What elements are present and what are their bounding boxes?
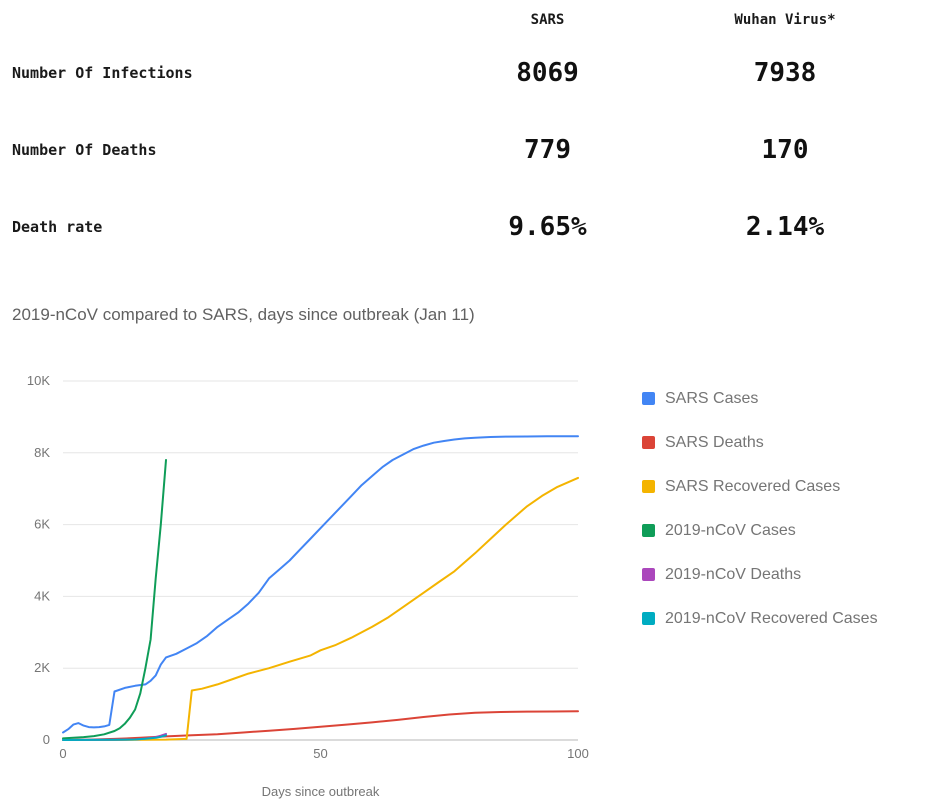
series-line-sars-recovered-cases: [62, 476, 579, 741]
legend-swatch-sars-cases: [642, 392, 655, 405]
sars-death-rate-value: 9.65%: [508, 211, 587, 242]
table-row-infections: Number Of Infections 8069 7938: [12, 34, 938, 111]
series-line-sars-deaths: [62, 710, 579, 741]
legend-item-sars-recovered: SARS Recovered Cases: [642, 476, 878, 497]
row-label-infections: Number Of Infections: [12, 63, 193, 82]
legend-item-sars-deaths: SARS Deaths: [642, 432, 878, 453]
wuhan-infections-value: 7938: [753, 57, 817, 88]
chart-legend: SARS Cases SARS Deaths SARS Recovered Ca…: [642, 366, 878, 652]
wuhan-deaths-value: 170: [761, 134, 809, 165]
row-label-deaths: Number Of Deaths: [12, 140, 157, 159]
y-tick-label: 8K: [34, 445, 50, 460]
table-row-deaths: Number Of Deaths 779 170: [12, 111, 938, 188]
series-line-2019-ncov-recovered-cases: [62, 734, 167, 741]
legend-label-sars-recovered: SARS Recovered Cases: [665, 477, 841, 495]
column-header-wuhan-virus: Wuhan Virus*: [734, 12, 836, 28]
line-chart-svg: 0 2K 4K 6K 8K 10K 0 50 100 Days since outbreak: [27, 373, 589, 799]
sars-deaths-value: 779: [524, 134, 571, 165]
legend-item-sars-cases: SARS Cases: [642, 388, 878, 409]
series-line-sars-cases: [62, 435, 579, 734]
chart-area: 0 2K 4K 6K 8K 10K 0 50 100 Days since outbreak SA…: [0, 366, 938, 801]
legend-swatch-sars-deaths: [642, 436, 655, 449]
sars-infections-value: 8069: [516, 57, 579, 88]
legend-label-ncov-cases: 2019-nCoV Cases: [665, 521, 796, 539]
x-tick-label: 0: [59, 746, 66, 761]
legend-item-ncov-recovered: 2019-nCoV Recovered Cases: [642, 608, 878, 629]
legend-label-ncov-recovered: 2019-nCoV Recovered Cases: [665, 609, 878, 627]
x-axis-title: Days since outbreak: [262, 784, 380, 799]
legend-label-sars-cases: SARS Cases: [665, 389, 759, 407]
legend-swatch-ncov-cases: [642, 524, 655, 537]
table-header-row: SARS Wuhan Virus*: [12, 6, 938, 34]
chart-title: 2019-nCoV compared to SARS, days since o…: [12, 305, 475, 324]
legend-item-ncov-cases: 2019-nCoV Cases: [642, 520, 878, 541]
legend-label-sars-deaths: SARS Deaths: [665, 433, 764, 451]
comparison-table: SARS Wuhan Virus* Number Of Infections 8…: [0, 0, 938, 265]
column-header-sars: SARS: [530, 12, 565, 28]
legend-item-ncov-deaths: 2019-nCoV Deaths: [642, 564, 878, 585]
legend-label-ncov-deaths: 2019-nCoV Deaths: [665, 565, 802, 583]
legend-swatch-ncov-deaths: [642, 568, 655, 581]
table-row-death-rate: Death rate 9.65% 2.14%: [12, 188, 938, 265]
legend-swatch-sars-recovered: [642, 480, 655, 493]
y-tick-label: 2K: [34, 660, 50, 675]
row-label-death-rate: Death rate: [12, 217, 103, 236]
x-tick-label: 50: [313, 746, 327, 761]
y-tick-label: 4K: [34, 588, 50, 603]
y-tick-label: 0: [43, 732, 50, 747]
series-line-2019-ncov-cases: [62, 459, 167, 740]
legend-swatch-ncov-recovered: [642, 612, 655, 625]
wuhan-death-rate-value: 2.14%: [745, 211, 825, 242]
y-tick-label: 10K: [27, 373, 50, 388]
y-tick-label: 6K: [34, 517, 50, 532]
x-tick-label: 100: [567, 746, 589, 761]
